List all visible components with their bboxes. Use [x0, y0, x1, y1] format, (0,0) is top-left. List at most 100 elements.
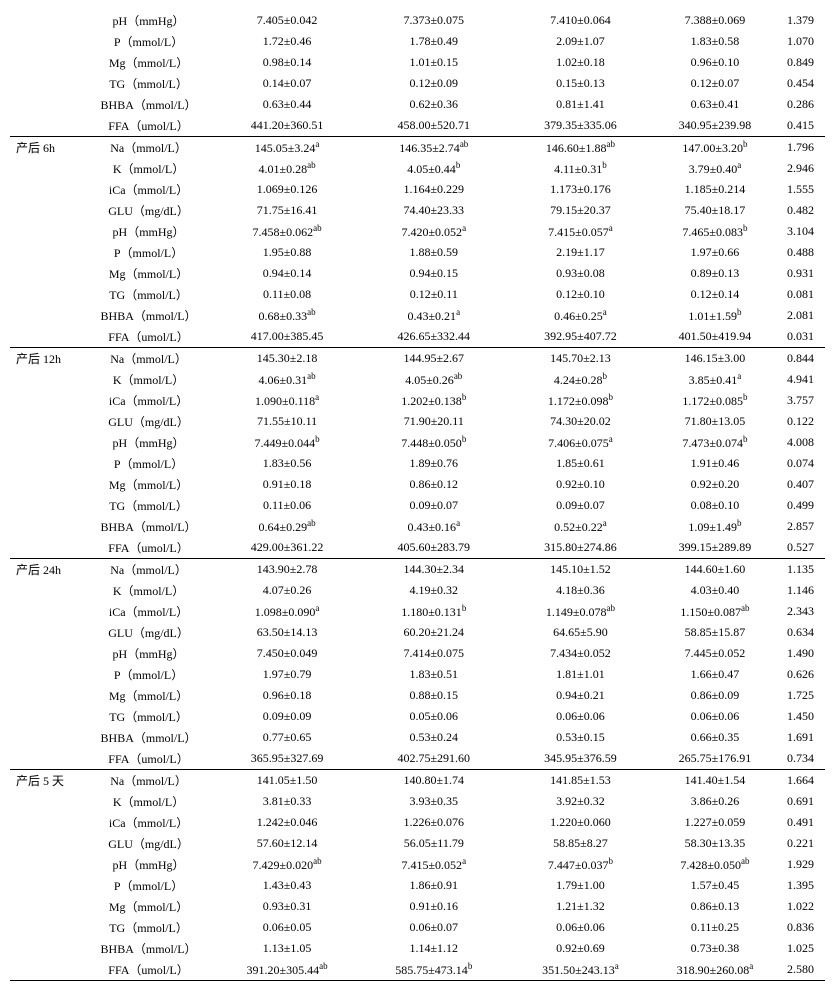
parameter-label: P（mmol/L）: [83, 242, 213, 263]
parameter-label: Mg（mmol/L）: [83, 474, 213, 495]
group-label: [10, 432, 83, 453]
value-text: 1.664: [787, 773, 814, 787]
group-label: [10, 94, 83, 115]
value-text: 7.428±0.050: [680, 858, 741, 872]
value-text: 75.40±18.17: [685, 203, 746, 217]
parameter-label: Mg（mmol/L）: [83, 263, 213, 284]
group-label: [10, 453, 83, 474]
value-cell: 1.21±1.32: [507, 896, 654, 917]
parameter-label: Na（mmol/L）: [83, 559, 213, 581]
value-text: 7.410±0.064: [550, 13, 611, 27]
value-text: 1.226±0.076: [403, 815, 464, 829]
value-text: 1.97±0.66: [691, 245, 740, 259]
value-text: 3.81±0.33: [263, 794, 312, 808]
value-cell: 0.12±0.11: [360, 284, 507, 305]
stat-cell: 0.836: [776, 917, 825, 938]
superscript: b: [743, 434, 748, 444]
superscript: ab: [307, 160, 316, 170]
group-label: [10, 917, 83, 938]
parameter-label: TG（mmol/L）: [83, 706, 213, 727]
value-text: 0.43±0.21: [407, 309, 456, 323]
parameter-label: pH（mmHg）: [83, 221, 213, 242]
table-row: FFA（umol/L）441.20±360.51458.00±520.71379…: [10, 115, 825, 137]
parameter-label: BHBA（mmol/L）: [83, 94, 213, 115]
parameter-label: FFA（umol/L）: [83, 537, 213, 559]
superscript: ab: [313, 223, 322, 233]
value-text: 0.88±0.15: [409, 688, 458, 702]
superscript: b: [603, 371, 608, 381]
superscript: b: [743, 392, 748, 402]
parameter-label: TG（mmol/L）: [83, 284, 213, 305]
value-text: 0.488: [787, 245, 814, 259]
stat-cell: 4.941: [776, 369, 825, 390]
parameter-label: pH（mmHg）: [83, 10, 213, 31]
table-row: pH（mmHg）7.429±0.020ab7.415±0.052a7.447±0…: [10, 854, 825, 875]
table-row: pH（mmHg）7.450±0.0497.414±0.0757.434±0.05…: [10, 643, 825, 664]
value-cell: 0.52±0.22a: [507, 516, 654, 537]
stat-cell: 2.946: [776, 158, 825, 179]
table-row: pH（mmHg）7.458±0.062ab7.420±0.052a7.415±0…: [10, 221, 825, 242]
value-cell: 0.96±0.10: [654, 52, 776, 73]
value-cell: 0.93±0.31: [214, 896, 361, 917]
value-text: 1.13±1.05: [263, 941, 312, 955]
value-cell: 4.06±0.31ab: [214, 369, 361, 390]
value-text: 1.86±0.91: [409, 878, 458, 892]
value-text: 0.63±0.41: [691, 97, 740, 111]
value-cell: 0.12±0.10: [507, 284, 654, 305]
value-text: 0.64±0.29: [259, 520, 308, 534]
value-text: 4.05±0.26: [405, 373, 454, 387]
value-text: 1.796: [787, 140, 814, 154]
value-cell: 0.11±0.08: [214, 284, 361, 305]
value-cell: 0.09±0.07: [360, 495, 507, 516]
superscript: b: [609, 392, 614, 402]
value-cell: 7.465±0.083b: [654, 221, 776, 242]
superscript: b: [456, 160, 461, 170]
value-text: 145.05±3.24: [255, 141, 316, 155]
value-text: 4.03±0.40: [691, 583, 740, 597]
table-row: GLU（mg/dL）63.50±14.1360.20±21.2464.65±5.…: [10, 622, 825, 643]
parameter-label: GLU（mg/dL）: [83, 411, 213, 432]
value-cell: 441.20±360.51: [214, 115, 361, 137]
value-text: 145.70±2.13: [550, 351, 611, 365]
group-label: 产后 6h: [10, 137, 83, 159]
value-cell: 140.80±1.74: [360, 770, 507, 792]
table-row: Mg（mmol/L）0.96±0.180.88±0.150.94±0.210.8…: [10, 685, 825, 706]
table-row: FFA（umol/L）417.00±385.45426.65±332.44392…: [10, 326, 825, 348]
value-text: 7.445±0.052: [685, 646, 746, 660]
value-text: 1.172±0.098: [548, 394, 609, 408]
value-text: 1.691: [787, 730, 814, 744]
value-text: 146.35±2.74: [399, 141, 460, 155]
value-cell: 144.30±2.34: [360, 559, 507, 581]
parameter-label: FFA（umol/L）: [83, 326, 213, 348]
value-text: 2.081: [787, 308, 814, 322]
value-cell: 458.00±520.71: [360, 115, 507, 137]
table-row: Mg（mmol/L）0.94±0.140.94±0.150.93±0.080.8…: [10, 263, 825, 284]
superscript: ab: [307, 518, 316, 528]
value-text: 0.05±0.06: [409, 709, 458, 723]
value-text: 0.499: [787, 498, 814, 512]
value-text: 1.069±0.126: [257, 182, 318, 196]
parameter-label: pH（mmHg）: [83, 643, 213, 664]
group-label: [10, 601, 83, 622]
value-cell: 147.00±3.20b: [654, 137, 776, 159]
value-cell: 58.85±8.27: [507, 833, 654, 854]
value-text: 74.40±23.33: [403, 203, 464, 217]
stat-cell: 1.796: [776, 137, 825, 159]
value-text: 7.373±0.075: [403, 13, 464, 27]
value-text: 74.30±20.02: [550, 414, 611, 428]
value-cell: 0.81±1.41: [507, 94, 654, 115]
value-text: 0.06±0.06: [556, 920, 605, 934]
value-cell: 7.410±0.064: [507, 10, 654, 31]
value-text: 7.414±0.075: [403, 646, 464, 660]
stat-cell: 0.221: [776, 833, 825, 854]
value-text: 0.94±0.21: [556, 688, 605, 702]
parameter-label: TG（mmol/L）: [83, 73, 213, 94]
value-cell: 399.15±289.89: [654, 537, 776, 559]
value-cell: 318.90±260.08a: [654, 959, 776, 981]
value-text: 1.172±0.085: [682, 394, 743, 408]
value-cell: 0.93±0.08: [507, 263, 654, 284]
value-text: 1.57±0.45: [691, 878, 740, 892]
parameter-label: Na（mmol/L）: [83, 770, 213, 792]
value-text: 0.09±0.07: [556, 498, 605, 512]
group-label: [10, 73, 83, 94]
